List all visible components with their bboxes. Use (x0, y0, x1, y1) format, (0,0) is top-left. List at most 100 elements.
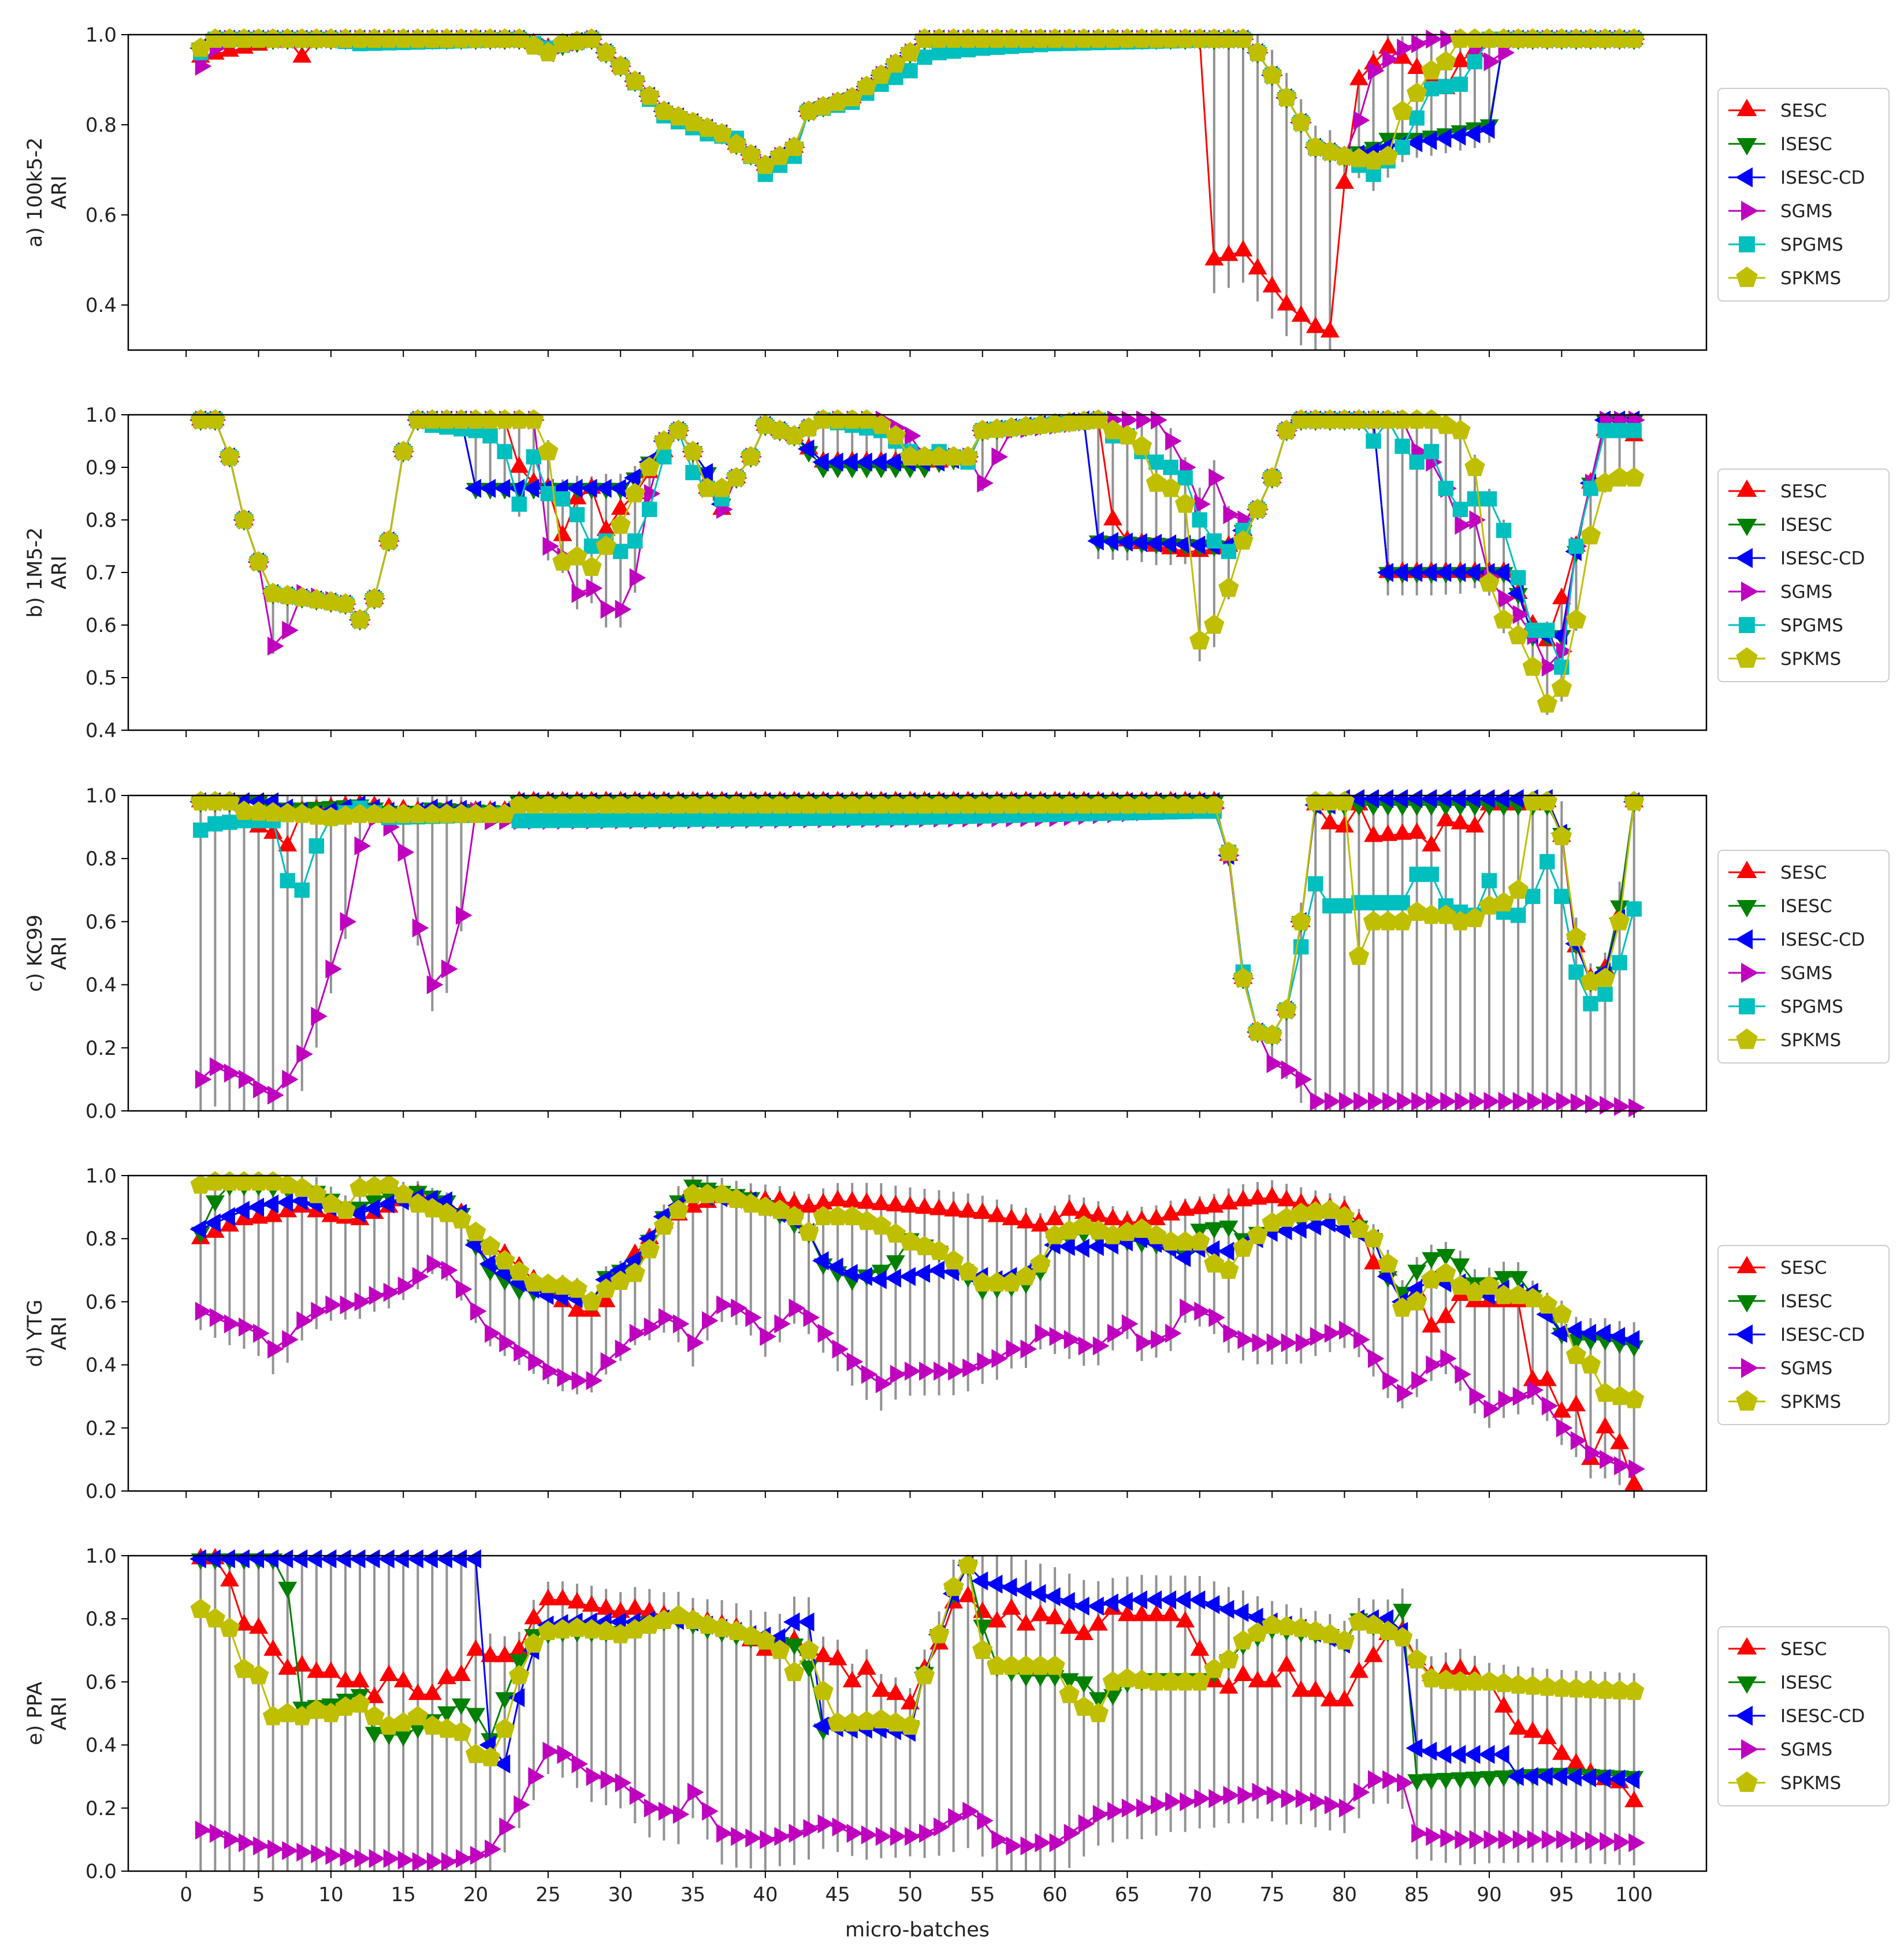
data-point (846, 1824, 864, 1843)
data-point (716, 1295, 733, 1315)
data-point (524, 1608, 544, 1624)
data-point (977, 1811, 994, 1831)
data-point (1610, 900, 1630, 917)
data-point (1107, 1323, 1124, 1343)
data-point (195, 1820, 212, 1840)
data-point (1411, 1371, 1428, 1390)
data-point (1073, 1215, 1094, 1235)
data-point (639, 456, 660, 477)
data-point (407, 1705, 428, 1726)
y-tick-label: 0.4 (85, 294, 117, 317)
data-point (1204, 249, 1224, 266)
data-point (586, 1371, 603, 1390)
data-point (436, 1718, 458, 1738)
legend-label: ISESC (1780, 896, 1832, 917)
data-point (596, 1598, 616, 1615)
data-point (760, 1327, 776, 1346)
data-point (311, 1006, 328, 1026)
data-point (1623, 1770, 1640, 1790)
legend-marker (1741, 962, 1758, 983)
data-point (857, 1192, 876, 1209)
data-point (1364, 826, 1383, 842)
data-point (741, 144, 761, 164)
data-point (1277, 1655, 1296, 1672)
x-axis-label: micro-batches (845, 1918, 990, 1942)
data-point (1219, 1193, 1239, 1210)
data-point (1016, 1614, 1036, 1631)
data-point (1165, 1792, 1182, 1812)
data-point (1217, 1241, 1234, 1261)
data-point (629, 568, 646, 588)
legend-label: SESC (1780, 481, 1827, 502)
data-point (1218, 1649, 1239, 1669)
data-point (653, 1215, 675, 1235)
data-point (1626, 901, 1642, 917)
data-point (555, 491, 571, 507)
data-point (1031, 1604, 1050, 1622)
data-point (668, 1605, 689, 1624)
data-point (902, 63, 918, 79)
data-point (1397, 1092, 1414, 1111)
data-point (190, 1598, 211, 1618)
data-point (817, 1814, 835, 1834)
data-point (875, 1827, 892, 1846)
data-point (569, 507, 585, 523)
data-point (1078, 1814, 1095, 1834)
data-point (364, 588, 385, 608)
data-point (205, 1195, 225, 1212)
data-point (526, 813, 541, 828)
data-point (1478, 1745, 1495, 1764)
data-point (412, 918, 429, 938)
data-point (784, 1206, 805, 1225)
data-point (899, 1715, 921, 1735)
x-tick-label: 30 (608, 1883, 633, 1906)
data-point (571, 1754, 589, 1773)
data-point (610, 55, 631, 75)
data-point (571, 583, 588, 603)
data-point (1626, 423, 1642, 438)
data-point (1248, 1671, 1267, 1687)
legend-box (1717, 1626, 1890, 1806)
data-point (340, 1847, 356, 1867)
data-point (797, 1612, 815, 1632)
data-point (321, 1661, 341, 1678)
data-point (1469, 1092, 1486, 1111)
data-point (1512, 1830, 1530, 1849)
data-point (885, 425, 906, 445)
data-point (827, 1257, 843, 1277)
data-point (656, 812, 672, 827)
data-point (1189, 1231, 1210, 1251)
data-point (1319, 141, 1340, 161)
data-point (397, 1276, 415, 1296)
data-point (249, 1617, 269, 1634)
data-point (1262, 276, 1282, 293)
data-point (1436, 51, 1456, 70)
data-point (1552, 588, 1571, 604)
data-point (1063, 1824, 1081, 1843)
data-point (307, 1661, 326, 1678)
data-point (1223, 1786, 1240, 1805)
data-point (1493, 609, 1514, 629)
data-point (1151, 410, 1167, 430)
data-point (1510, 570, 1526, 586)
data-point (1455, 515, 1471, 535)
data-point (209, 1057, 226, 1076)
data-point (1596, 1416, 1615, 1434)
data-point (812, 1251, 829, 1270)
data-point (567, 1592, 587, 1609)
data-point (1000, 1578, 1017, 1597)
data-point (1087, 1237, 1104, 1256)
data-point (296, 1311, 313, 1330)
data-point (1194, 1302, 1211, 1321)
data-point (700, 811, 715, 827)
data-point (1305, 136, 1326, 157)
data-point (586, 1767, 603, 1786)
data-point (803, 1819, 820, 1838)
data-point (610, 514, 631, 534)
data-point (1570, 1093, 1587, 1113)
legend-marker (1736, 99, 1757, 116)
data-point (552, 1275, 573, 1295)
legend-marker (1736, 1676, 1757, 1694)
data-point (282, 1069, 299, 1089)
data-point (1494, 1770, 1513, 1787)
